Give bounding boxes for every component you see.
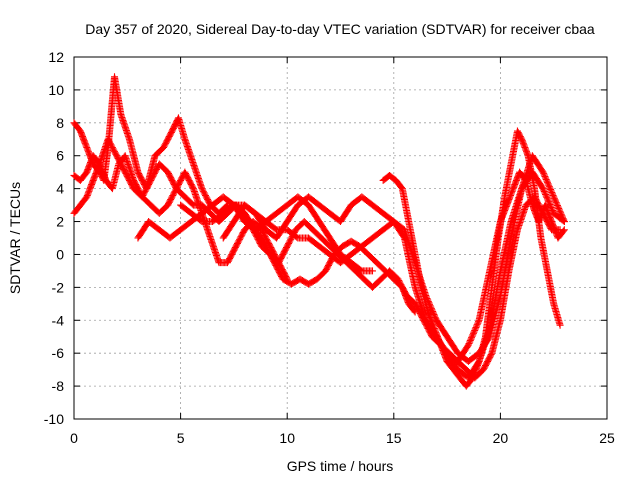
data-point (539, 185, 547, 193)
y-tick-label: 6 (56, 148, 64, 164)
y-tick-label: -8 (52, 378, 65, 394)
data-point (467, 335, 475, 343)
y-tick-label: 2 (56, 214, 64, 230)
y-tick-label: 0 (56, 246, 64, 262)
data-point (544, 196, 552, 204)
data-point (474, 318, 482, 326)
y-axis-label: SDTVAR / TECUs (7, 182, 23, 294)
data-point (540, 170, 548, 178)
data-point (545, 199, 553, 207)
data-point (545, 183, 553, 191)
data-point (472, 324, 480, 332)
series-track-7 (134, 193, 376, 275)
x-axis-label: GPS time / hours (287, 458, 394, 474)
y-tick-labels: -10 -8 -6 -4 -2 0 2 4 6 8 10 12 (44, 49, 64, 427)
data-point (464, 341, 472, 349)
data-point (547, 186, 555, 194)
data-marks (70, 73, 568, 390)
data-point (547, 187, 555, 195)
data-point (542, 175, 550, 183)
data-point (543, 195, 551, 203)
data-point (473, 321, 481, 329)
x-tick-label: 10 (279, 430, 295, 446)
data-point (556, 207, 564, 215)
data-point (557, 210, 565, 218)
data-point (543, 177, 551, 185)
data-point (473, 322, 481, 330)
data-point (466, 338, 474, 346)
data-point (557, 209, 565, 217)
data-point (549, 191, 557, 199)
chart-title: Day 357 of 2020, Sidereal Day-to-day VTE… (85, 21, 595, 37)
data-point (560, 218, 568, 226)
data-point (541, 189, 549, 197)
data-point (470, 328, 478, 336)
data-point (552, 197, 560, 205)
y-tick-label: -10 (44, 411, 64, 427)
data-point (540, 188, 548, 196)
series-track-8 (454, 168, 568, 365)
plot-frame (73, 56, 608, 420)
data-point (558, 213, 566, 221)
x-tick-labels: 0 5 10 15 20 25 (70, 430, 615, 446)
data-point (555, 206, 563, 214)
data-point (471, 326, 479, 334)
axis-ticks (73, 56, 608, 420)
data-point (559, 227, 567, 235)
data-point (558, 212, 566, 220)
y-tick-label: 10 (48, 82, 64, 98)
data-point (554, 203, 562, 211)
data-point (466, 337, 474, 345)
data-point (468, 334, 476, 342)
data-point (539, 168, 547, 176)
x-tick-label: 5 (177, 430, 185, 446)
data-point (465, 340, 473, 348)
data-point (556, 321, 564, 329)
data-point (545, 181, 553, 189)
data-point (553, 202, 561, 210)
data-point (469, 329, 477, 337)
data-point (368, 267, 376, 275)
data-point (468, 332, 476, 340)
data-point (550, 194, 558, 202)
data-point (541, 173, 549, 181)
data-point (543, 193, 551, 201)
data-point (548, 189, 556, 197)
data-point (550, 193, 558, 201)
data-point (542, 174, 550, 182)
data-point (469, 331, 477, 339)
y-tick-label: -4 (52, 312, 65, 328)
data-point (542, 190, 550, 198)
y-tick-label: 8 (56, 115, 64, 131)
data-point (559, 215, 567, 223)
x-tick-label: 0 (70, 430, 78, 446)
data-point (540, 186, 548, 194)
data-point (548, 190, 556, 198)
data-point (546, 184, 554, 192)
data-point (552, 199, 560, 207)
data-point (471, 325, 479, 333)
data-point (544, 180, 552, 188)
x-tick-label: 20 (493, 430, 509, 446)
data-point (555, 204, 563, 212)
data-point (542, 192, 550, 200)
data-point (543, 178, 551, 186)
x-tick-label: 25 (599, 430, 615, 446)
data-point (560, 216, 568, 224)
gridlines (74, 57, 607, 419)
y-tick-label: 4 (56, 181, 64, 197)
series-track-6 (379, 127, 564, 390)
data-point (551, 196, 559, 204)
y-tick-label: 12 (48, 49, 64, 65)
series-track-5 (219, 152, 568, 365)
y-tick-label: -6 (52, 345, 65, 361)
x-tick-label: 15 (386, 430, 402, 446)
data-point (474, 319, 482, 327)
data-point (545, 198, 553, 206)
data-point (553, 200, 561, 208)
data-point (560, 226, 568, 234)
data-point (540, 171, 548, 179)
y-tick-label: -2 (52, 279, 65, 295)
